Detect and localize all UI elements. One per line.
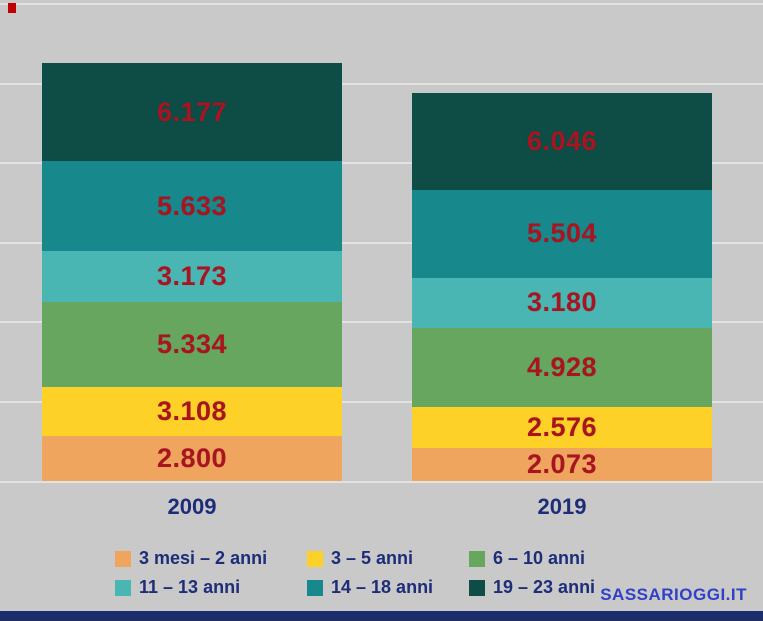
gridline <box>0 321 763 323</box>
bar-segment: 6.177 <box>42 62 342 162</box>
bar-segment: 5.633 <box>42 161 342 252</box>
legend-label: 19 – 23 anni <box>493 577 596 597</box>
legend-item: 3 mesi – 2 anni <box>115 548 307 569</box>
bar-segment: 3.180 <box>412 277 712 329</box>
value-label: 3.173 <box>156 260 228 291</box>
value-label: 3.108 <box>156 396 228 427</box>
gridline <box>0 162 763 164</box>
legend-swatch <box>115 550 131 567</box>
value-label: 2.576 <box>526 411 598 442</box>
category-label-2019: 2019 <box>537 494 587 519</box>
legend-swatch <box>307 579 323 596</box>
legend-label: 3 mesi – 2 anni <box>139 548 268 568</box>
bar-segment: 5.334 <box>42 301 342 387</box>
value-label: 3.180 <box>526 287 598 318</box>
value-label: 6.177 <box>156 96 228 127</box>
legend-swatch <box>469 550 485 567</box>
watermark: SASSARIOGGI.IT <box>600 585 747 604</box>
legend-swatch <box>307 550 323 567</box>
corner-mark <box>8 3 16 13</box>
legend: 3 mesi – 2 anni 3 – 5 anni 6 – 10 anni 1… <box>115 548 679 598</box>
gridline <box>0 3 763 5</box>
bar-segment: 2.576 <box>412 406 712 448</box>
value-label: 5.504 <box>526 218 598 249</box>
legend-item: 14 – 18 anni <box>307 577 469 598</box>
legend-item: 11 – 13 anni <box>115 577 307 598</box>
bar-segment: 4.928 <box>412 328 712 407</box>
bar-segment: 3.108 <box>42 386 342 437</box>
bottom-bar <box>0 611 763 621</box>
bar-segment: 2.073 <box>412 447 712 481</box>
category-label-2009: 2009 <box>167 494 217 519</box>
gridline <box>0 83 763 85</box>
gridline <box>0 401 763 403</box>
value-label: 2.073 <box>526 448 598 479</box>
value-label: 6.046 <box>526 126 598 157</box>
bar-segment: 3.173 <box>42 251 342 302</box>
bar-segment: 6.046 <box>412 93 712 190</box>
legend-row: 3 mesi – 2 anni 3 – 5 anni 6 – 10 anni <box>115 548 679 569</box>
gridline <box>0 481 763 483</box>
legend-label: 14 – 18 anni <box>331 577 434 597</box>
bar-segment: 2.800 <box>42 436 342 481</box>
legend-swatch <box>469 579 485 596</box>
legend-row: 11 – 13 anni 14 – 18 anni 19 – 23 anni <box>115 577 679 598</box>
bar-2009: 2.800 3.108 5.334 3.173 5.633 6.177 <box>42 62 342 481</box>
legend-item: 6 – 10 anni <box>469 548 679 569</box>
value-label: 5.334 <box>156 328 228 359</box>
legend-swatch <box>115 579 131 596</box>
value-label: 2.800 <box>156 443 228 474</box>
bar-2019: 2.073 2.576 4.928 3.180 5.504 6.046 <box>412 93 712 481</box>
gridline <box>0 242 763 244</box>
legend-label: 3 – 5 anni <box>331 548 414 568</box>
value-label: 4.928 <box>526 352 598 383</box>
legend-item: 3 – 5 anni <box>307 548 469 569</box>
value-label: 5.633 <box>156 190 228 221</box>
legend-item: 19 – 23 anni <box>469 577 679 598</box>
legend-label: 11 – 13 anni <box>139 577 241 597</box>
bar-segment: 5.504 <box>412 189 712 278</box>
legend-label: 6 – 10 anni <box>493 548 586 568</box>
